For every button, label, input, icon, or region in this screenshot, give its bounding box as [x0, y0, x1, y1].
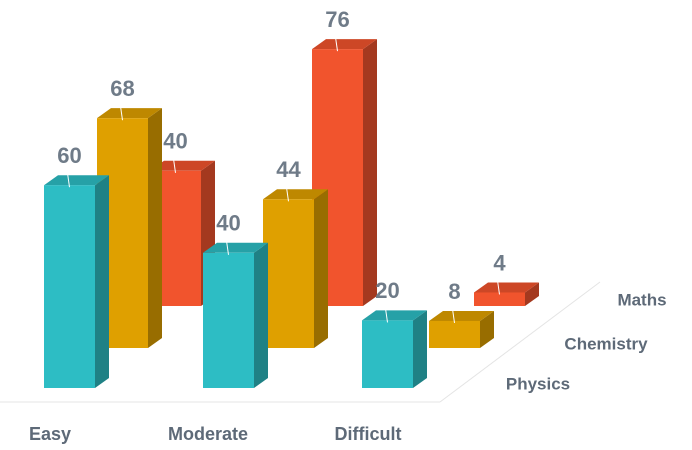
bar-top: [150, 160, 215, 171]
value-label: 20: [375, 278, 399, 303]
bar-top: [44, 175, 109, 186]
bar-side: [363, 39, 377, 307]
bar: [429, 320, 480, 348]
leader-line: [452, 308, 455, 324]
bar: [263, 199, 314, 348]
value-label: 68: [110, 76, 134, 101]
bar-top: [263, 189, 328, 200]
leader-line: [120, 106, 123, 121]
bar: [44, 185, 95, 388]
value-label: 8: [448, 279, 460, 304]
bar-side: [148, 108, 162, 348]
leader-line: [385, 308, 388, 323]
leader-line: [226, 240, 229, 255]
bar-top: [312, 39, 377, 50]
value-label: 40: [216, 211, 240, 236]
bar-top: [203, 242, 268, 253]
x-tick-label: Easy: [29, 424, 71, 444]
floor: [0, 281, 601, 403]
leader-line: [286, 187, 289, 202]
x-tick-label: Moderate: [168, 424, 248, 444]
bar-side: [525, 282, 539, 306]
leader-line: [497, 280, 500, 295]
series-label: Maths: [617, 290, 666, 309]
x-tick-label: Difficult: [335, 424, 402, 444]
bar-side: [254, 242, 268, 388]
value-label: 4: [493, 250, 506, 275]
leader-line: [173, 158, 176, 173]
bar-top: [97, 108, 162, 119]
bar-side: [413, 310, 427, 388]
bar-side: [480, 310, 494, 348]
value-label: 40: [163, 129, 187, 154]
bar-top: [474, 282, 539, 293]
value-label: 44: [276, 157, 301, 182]
bar-top: [429, 310, 494, 321]
value-label: 76: [325, 7, 349, 32]
value-label: 60: [57, 143, 81, 168]
bar-side: [314, 189, 328, 348]
bar-top: [362, 310, 427, 321]
leader-line: [335, 37, 338, 52]
bar: [362, 320, 413, 388]
bar: [203, 252, 254, 388]
series-label: Chemistry: [564, 334, 648, 353]
bar: [474, 292, 525, 306]
bar-side: [95, 175, 109, 388]
leader-line: [67, 173, 70, 188]
series-label: Physics: [506, 374, 570, 393]
